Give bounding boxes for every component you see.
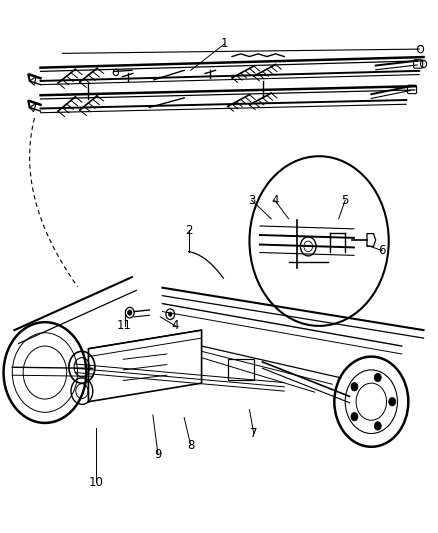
Text: 4: 4 [271,193,279,207]
Text: 3: 3 [248,193,255,207]
Circle shape [169,312,172,317]
Circle shape [374,373,381,382]
Circle shape [374,422,381,430]
Text: 9: 9 [154,448,162,461]
Text: 8: 8 [187,439,194,451]
Text: 11: 11 [117,319,132,333]
Circle shape [127,310,132,316]
Text: 1: 1 [221,37,228,50]
Circle shape [389,398,396,406]
Bar [228,359,254,381]
Circle shape [351,383,358,391]
Text: 7: 7 [250,427,258,440]
Text: 6: 6 [378,244,386,257]
Text: 2: 2 [185,224,192,237]
Circle shape [351,413,358,421]
Text: 10: 10 [89,476,104,489]
Text: 5: 5 [342,193,349,207]
Text: 4: 4 [172,319,179,333]
